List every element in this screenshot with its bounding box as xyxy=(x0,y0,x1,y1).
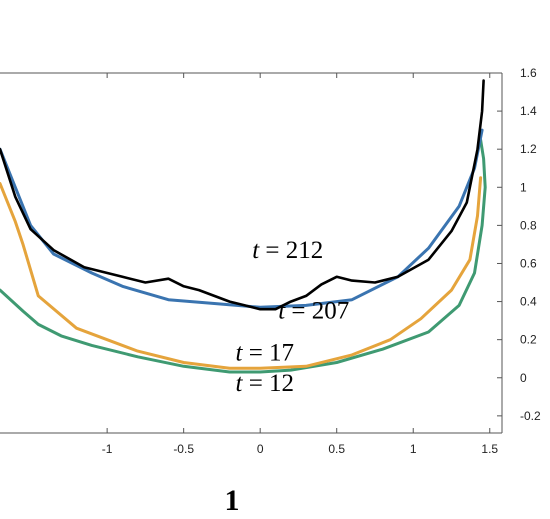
curve-label: t = 17 xyxy=(235,340,294,367)
y-tick-label: 0 xyxy=(520,371,527,385)
y-tick-label: 0.6 xyxy=(520,256,537,270)
x-tick-label: -1 xyxy=(102,442,113,456)
y-tick-label: 1.4 xyxy=(520,104,537,118)
x-tick-label: 0 xyxy=(257,442,264,456)
curve-label: t = 212 xyxy=(252,237,323,264)
curve-labels: t = 12 t = 17 t = 207 t = 212 xyxy=(235,237,349,397)
x-tick-label: 0.5 xyxy=(328,442,345,456)
y-tick-label: 1.2 xyxy=(520,142,537,156)
x-tick-label: 1 xyxy=(410,442,417,456)
plot-axes: -1 -0.5 0 0.5 1 1.5 1.6 1.4 1.2 1 0.8 0.6 0.4 0.2 0 -0.… xyxy=(0,66,541,456)
x-tick-label: -0.5 xyxy=(173,442,194,456)
series-line-t-212 xyxy=(0,79,485,311)
series-line-t-17 xyxy=(0,176,483,370)
series-layer xyxy=(0,79,487,374)
y-tick-label: 1.6 xyxy=(520,66,537,80)
y-tick-label: 0.8 xyxy=(520,218,537,232)
y-tick-label: 0.2 xyxy=(520,333,537,347)
curve-label: t = 12 xyxy=(235,370,294,397)
series-line-t-207 xyxy=(0,128,484,309)
y-tick-label: 1 xyxy=(520,180,527,194)
x-tick-label: 1.5 xyxy=(481,442,498,456)
y-tick-label: 0.4 xyxy=(520,295,537,309)
bottom-label: 1 xyxy=(225,484,240,517)
y-tick-label: -0.2 xyxy=(520,409,541,423)
series-line-t-12 xyxy=(0,138,487,374)
curve-label: t = 207 xyxy=(278,298,349,325)
